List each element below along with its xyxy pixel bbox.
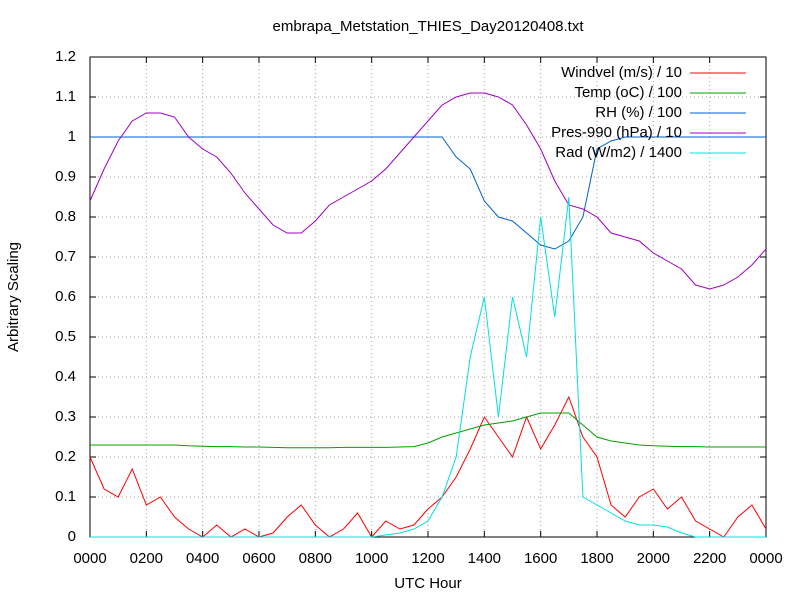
y-tick-label: 1.2 bbox=[55, 48, 76, 65]
y-tick-label: 0.5 bbox=[55, 328, 76, 345]
x-tick-label: 0000 bbox=[73, 550, 106, 567]
x-tick-label: 1600 bbox=[524, 550, 557, 567]
y-tick-label: 0.1 bbox=[55, 488, 76, 505]
y-tick-label: 1.1 bbox=[55, 88, 76, 105]
x-tick-label: 1800 bbox=[580, 550, 613, 567]
x-tick-label: 0600 bbox=[242, 550, 275, 567]
y-tick-label: 1 bbox=[68, 128, 76, 145]
x-tick-label: 2000 bbox=[637, 550, 670, 567]
x-axis-label: UTC Hour bbox=[394, 575, 462, 592]
chart-title: embrapa_Metstation_THIES_Day20120408.txt bbox=[272, 18, 584, 35]
plot-border bbox=[89, 56, 767, 538]
x-tick-label: 1000 bbox=[355, 550, 388, 567]
x-tick-label: 0800 bbox=[299, 550, 332, 567]
y-tick-label: 0.3 bbox=[55, 408, 76, 425]
series-line bbox=[89, 92, 767, 290]
x-tick-label: 0200 bbox=[130, 550, 163, 567]
y-tick-label: 0 bbox=[68, 528, 76, 545]
x-tick-label: 2200 bbox=[693, 550, 726, 567]
y-tick-label: 0.8 bbox=[55, 208, 76, 225]
y-axis-label: Arbitrary Scaling bbox=[5, 242, 22, 352]
legend-label: Pres-990 (hPa) / 10 bbox=[551, 124, 682, 141]
x-tick-label: 1200 bbox=[411, 550, 444, 567]
series-line bbox=[90, 196, 766, 538]
series-line bbox=[90, 136, 766, 250]
y-tick-label: 0.7 bbox=[55, 248, 76, 265]
x-tick-label: 0400 bbox=[186, 550, 219, 567]
y-tick-label: 0.2 bbox=[55, 448, 76, 465]
legend-label: RH (%) / 100 bbox=[595, 104, 682, 121]
y-tick-label: 0.6 bbox=[55, 288, 76, 305]
legend-label: Rad (W/m2) / 1400 bbox=[555, 144, 682, 161]
legend-label: Windvel (m/s) / 10 bbox=[561, 64, 682, 81]
series-line bbox=[90, 412, 766, 449]
y-tick-label: 0.9 bbox=[55, 168, 76, 185]
y-tick-label: 0.4 bbox=[55, 368, 76, 385]
x-tick-label: 1400 bbox=[468, 550, 501, 567]
x-tick-label: 0000 bbox=[749, 550, 782, 567]
legend-label: Temp (oC) / 100 bbox=[574, 84, 682, 101]
